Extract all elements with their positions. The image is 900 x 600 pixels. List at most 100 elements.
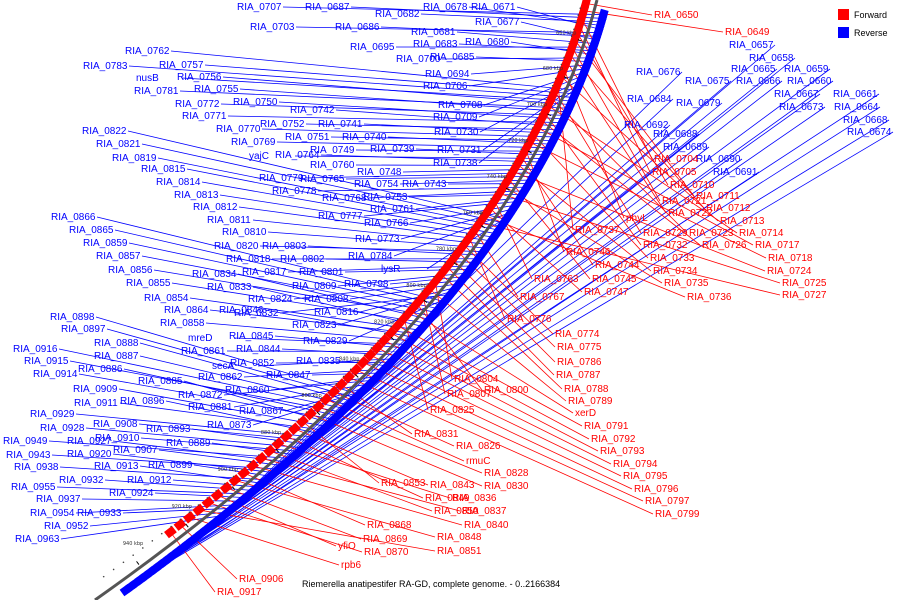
reverse-leader-line — [320, 154, 542, 163]
forward-gene-label: RIA_0807 — [447, 389, 492, 400]
forward-leader-line — [499, 193, 781, 284]
reverse-leader-line — [145, 131, 894, 577]
forward-feature — [296, 415, 309, 428]
reverse-gene-label: RIA_0742 — [290, 105, 335, 116]
reverse-gene-label: RIA_0761 — [370, 204, 415, 215]
forward-feature — [416, 289, 430, 303]
track-dot — [142, 547, 144, 549]
reverse-leader-line — [75, 413, 315, 438]
tick-mark — [505, 187, 510, 191]
reverse-gene-label: RIA_0660 — [787, 76, 832, 87]
reverse-leader-line — [355, 164, 540, 167]
reverse-leader-line — [128, 242, 439, 310]
reverse-gene-label: RIA_0833 — [207, 282, 252, 293]
reverse-gene-label: RIA_0801 — [299, 267, 344, 278]
reverse-leader-line — [238, 206, 492, 242]
forward-leader-line — [252, 465, 463, 526]
forward-feature — [334, 378, 348, 391]
reverse-leader-line — [276, 141, 550, 149]
reverse-gene-label: RIA_0753 — [363, 192, 408, 203]
forward-feature — [349, 363, 363, 377]
reverse-leader-line — [335, 109, 561, 127]
forward-gene-label: RIA_0713 — [720, 216, 765, 227]
forward-feature — [319, 392, 333, 406]
reverse-gene-label: RIA_0764 — [275, 150, 320, 161]
feature-track — [119, 0, 609, 597]
reverse-gene-label: RIA_0700 — [396, 54, 441, 65]
reverse-leader-line — [58, 348, 346, 410]
tick-label: 820 kbp — [374, 320, 394, 326]
reverse-gene-label: RIA_0673 — [779, 102, 824, 113]
forward-gene-label: RIA_0799 — [655, 509, 700, 520]
forward-leader-line — [179, 524, 238, 580]
forward-gene-label: RIA_0828 — [484, 468, 529, 479]
forward-gene-label: RIA_0787 — [556, 370, 601, 381]
reverse-gene-label: RIA_0760 — [310, 160, 355, 171]
track-dot — [188, 511, 191, 514]
reverse-gene-label: RIA_0963 — [15, 534, 60, 545]
track-dot — [409, 304, 411, 307]
forward-feature — [311, 400, 325, 413]
reverse-leader-line — [158, 449, 284, 467]
tick-label: 680 kbp — [543, 66, 563, 72]
forward-feature — [304, 407, 317, 421]
track-dot — [282, 432, 284, 435]
reverse-feature — [119, 583, 133, 597]
reverse-leader-line — [305, 123, 559, 131]
forward-gene-label: RIA_0763 — [534, 274, 579, 285]
track-dot — [551, 84, 554, 87]
track-dot — [560, 63, 563, 66]
reverse-leader-line — [330, 136, 554, 141]
reverse-gene-label: RIA_0855 — [126, 278, 171, 289]
reverse-gene-label: RIA_0659 — [784, 64, 829, 75]
reverse-gene-label: RIA_0679 — [676, 98, 721, 109]
forward-gene-label: RIA_0850 — [434, 506, 479, 517]
reverse-leader-line — [189, 297, 421, 331]
forward-gene-label: yfiO — [338, 541, 356, 552]
reverse-leader-line — [478, 75, 583, 118]
track-dot — [438, 268, 441, 271]
forward-feature — [327, 385, 341, 399]
reverse-gene-label: RIA_0694 — [425, 69, 470, 80]
forward-feature — [263, 444, 277, 458]
reverse-gene-label: RIA_0708 — [438, 100, 483, 111]
track-dot — [568, 42, 571, 45]
forward-gene-label: RIA_0747 — [584, 287, 629, 298]
reverse-gene-label: RIA_0754 — [354, 179, 399, 190]
reverse-gene-label: nusB — [136, 73, 159, 84]
tick-label: 740 kbp — [487, 174, 507, 180]
reverse-gene-label: RIA_0818 — [226, 254, 271, 265]
forward-feature — [237, 466, 251, 480]
reverse-gene-label: RIA_0872 — [178, 390, 223, 401]
forward-feature — [192, 503, 206, 517]
forward-leader-line — [170, 531, 216, 593]
forward-gene-label: RIA_0721 — [662, 196, 707, 207]
reverse-gene-label: RIA_0888 — [94, 338, 139, 349]
reverse-gene-label: RIA_0860 — [225, 385, 270, 396]
track-dot — [449, 254, 452, 257]
reverse-gene-label: RIA_0685 — [430, 52, 475, 63]
forward-gene-label: RIA_0649 — [725, 27, 770, 38]
forward-leader-line — [310, 413, 483, 487]
tick-mark — [390, 336, 395, 341]
reverse-gene-label: RIA_0683 — [413, 39, 458, 50]
reverse-gene-label: RIA_0915 — [24, 356, 69, 367]
reverse-gene-label: RIA_0933 — [77, 508, 122, 519]
forward-gene-label: RIA_0791 — [584, 421, 629, 432]
reverse-leader-line — [127, 130, 507, 220]
forward-leader-line — [376, 347, 612, 465]
track-dot — [490, 197, 492, 200]
reverse-leader-line — [420, 13, 602, 23]
forward-gene-label: RIA_0767 — [520, 292, 565, 303]
forward-feature — [384, 326, 398, 340]
reverse-gene-label: RIA_0757 — [159, 60, 204, 71]
forward-leader-line — [403, 318, 429, 411]
reverse-leader-line — [186, 168, 500, 231]
reverse-leader-line — [130, 158, 743, 587]
forward-gene-label: RIA_0786 — [557, 357, 602, 368]
tick-mark — [563, 76, 568, 79]
reverse-gene-label: RIA_0822 — [82, 126, 127, 137]
track-dot — [528, 134, 530, 136]
forward-gene-label: RIA_0745 — [592, 274, 637, 285]
reverse-gene-label: RIA_0808 — [304, 294, 349, 305]
